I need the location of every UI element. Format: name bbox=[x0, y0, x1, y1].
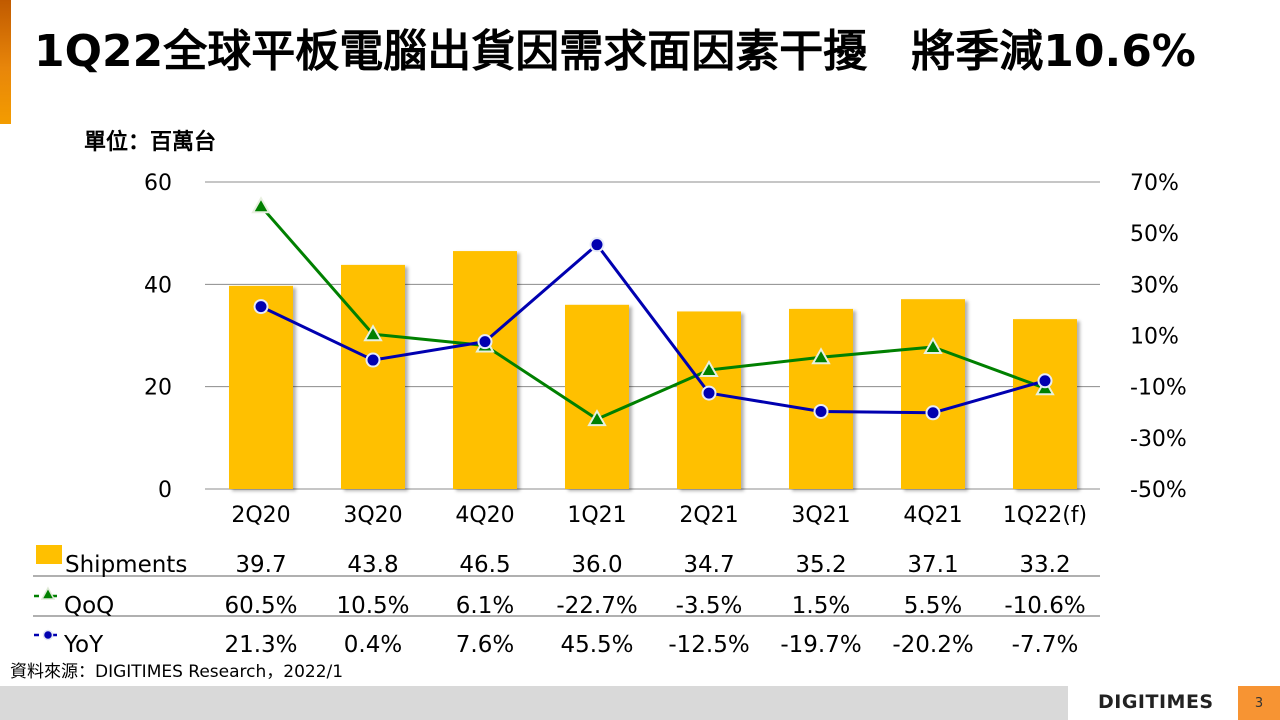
bar-4Q21 bbox=[901, 299, 965, 489]
gridlines bbox=[205, 181, 1100, 490]
y-right-tick-label: -30% bbox=[1130, 427, 1187, 452]
qoq-row-label: QoQ bbox=[64, 593, 114, 619]
bar-3Q21 bbox=[789, 308, 853, 489]
unit-label: 單位：百萬台 bbox=[84, 130, 217, 155]
yoy-cell: -19.7% bbox=[780, 632, 861, 658]
yoy-point-2Q21 bbox=[701, 385, 717, 401]
bar-3Q20 bbox=[341, 264, 405, 489]
shipments-cell: 43.8 bbox=[347, 552, 398, 578]
x-tick-label: 1Q21 bbox=[567, 503, 626, 528]
x-tick-label: 3Q20 bbox=[343, 503, 402, 528]
bar-1Q22(f) bbox=[1013, 319, 1077, 489]
slide-title: 1Q22全球平板電腦出貨因需求面因素干擾 將季減10.6% bbox=[34, 26, 1196, 77]
yoy-cell: 45.5% bbox=[560, 632, 633, 658]
x-tick-label: 4Q20 bbox=[455, 503, 514, 528]
qoq-point-2Q21 bbox=[699, 360, 719, 378]
yoy-point-1Q21 bbox=[589, 237, 605, 253]
shipments-cell: 39.7 bbox=[235, 552, 286, 578]
page-number: 3 bbox=[1238, 686, 1280, 720]
x-tick-label: 2Q21 bbox=[679, 503, 738, 528]
qoq-point-3Q20 bbox=[363, 324, 383, 342]
shipments-cell: 46.5 bbox=[459, 552, 510, 578]
y-right-tick-label: 10% bbox=[1130, 325, 1179, 350]
qoq-point-3Q21 bbox=[811, 347, 831, 365]
y-right-tick-label: -50% bbox=[1130, 478, 1187, 503]
x-tick-label: 4Q21 bbox=[903, 503, 962, 528]
qoq-cell: 1.5% bbox=[792, 593, 850, 619]
qoq-cell: -10.6% bbox=[1004, 593, 1085, 619]
y-right-tick-label: -10% bbox=[1130, 376, 1187, 401]
yoy-point-1Q22(f) bbox=[1037, 373, 1053, 389]
y-axis-left: 60 40 20 0 bbox=[144, 171, 172, 503]
shipments-cell: 36.0 bbox=[571, 552, 622, 578]
yoy-point-4Q21 bbox=[925, 405, 941, 421]
yoy-legend-dot-icon bbox=[42, 629, 54, 641]
yoy-point-2Q20 bbox=[253, 299, 269, 315]
yoy-cell: -12.5% bbox=[668, 632, 749, 658]
y-left-tick-label: 0 bbox=[158, 478, 172, 503]
qoq-legend-triangle-icon bbox=[40, 586, 56, 600]
shipments-cell: 33.2 bbox=[1019, 552, 1070, 578]
yoy-cell: -20.2% bbox=[892, 632, 973, 658]
yoy-cell: -7.7% bbox=[1012, 632, 1079, 658]
qoq-cell: -22.7% bbox=[556, 593, 637, 619]
qoq-line bbox=[259, 205, 1046, 421]
yoy-cell: 0.4% bbox=[344, 632, 402, 658]
qoq-point-4Q21 bbox=[923, 336, 943, 355]
yoy-point-4Q20 bbox=[477, 334, 493, 350]
shipments-legend-swatch bbox=[36, 545, 62, 564]
bar-1Q21 bbox=[565, 304, 629, 489]
source-note: 資料來源：DIGITIMES Research，2022/1 bbox=[10, 662, 344, 682]
x-tick-label: 1Q22(f) bbox=[1003, 503, 1087, 528]
shipments-cell: 37.1 bbox=[907, 552, 958, 578]
digitimes-logo: DIGITIMES bbox=[1098, 691, 1214, 713]
shipments-cell: 34.7 bbox=[683, 552, 734, 578]
footer-bar bbox=[0, 686, 1068, 720]
y-left-tick-label: 20 bbox=[144, 376, 172, 401]
qoq-cell: 60.5% bbox=[224, 593, 297, 619]
y-right-tick-label: 70% bbox=[1130, 171, 1179, 196]
qoq-cell: -3.5% bbox=[676, 593, 743, 619]
x-axis: 2Q20 3Q20 4Q20 1Q21 2Q21 3Q21 4Q21 1Q22(f) bbox=[231, 503, 1087, 528]
y-axis-right: 70% 50% 30% 10% -10% -30% -50% bbox=[1130, 171, 1187, 503]
yoy-row-label: YoY bbox=[63, 632, 104, 658]
qoq-cell: 10.5% bbox=[336, 593, 409, 619]
qoq-point-2Q20 bbox=[251, 196, 271, 214]
title-accent-bar bbox=[0, 0, 11, 124]
shipments-row-label: Shipments bbox=[65, 552, 187, 578]
yoy-point-3Q21 bbox=[813, 403, 829, 419]
shipments-bars bbox=[229, 251, 1077, 489]
shipments-cell: 35.2 bbox=[795, 552, 846, 578]
data-table: Shipments 39.7 43.8 46.5 36.0 34.7 35.2 37.1 33.… bbox=[33, 545, 1100, 658]
bar-4Q20 bbox=[453, 251, 517, 489]
yoy-point-3Q20 bbox=[365, 352, 381, 368]
yoy-cell: 7.6% bbox=[456, 632, 514, 658]
yoy-cell: 21.3% bbox=[224, 632, 297, 658]
y-left-tick-label: 60 bbox=[144, 171, 172, 196]
x-tick-label: 3Q21 bbox=[791, 503, 850, 528]
qoq-point-1Q21 bbox=[587, 409, 607, 427]
y-right-tick-label: 50% bbox=[1130, 222, 1179, 247]
bar-2Q20 bbox=[229, 285, 293, 489]
y-right-tick-label: 30% bbox=[1130, 273, 1179, 298]
growth-lines bbox=[251, 196, 1055, 427]
yoy-line bbox=[260, 243, 1046, 415]
y-left-tick-label: 40 bbox=[144, 273, 172, 298]
qoq-cell: 6.1% bbox=[456, 593, 514, 619]
qoq-cell: 5.5% bbox=[904, 593, 962, 619]
x-tick-label: 2Q20 bbox=[231, 503, 290, 528]
